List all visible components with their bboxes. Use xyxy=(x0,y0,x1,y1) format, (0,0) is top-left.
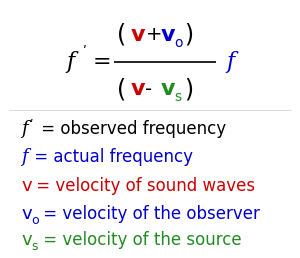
Text: = actual frequency: = actual frequency xyxy=(29,148,193,166)
Text: = velocity of the observer: = velocity of the observer xyxy=(38,205,260,223)
Text: ʹ: ʹ xyxy=(82,45,86,59)
Text: = velocity of sound waves: = velocity of sound waves xyxy=(32,177,256,195)
Text: ʹ: ʹ xyxy=(29,119,33,132)
Text: = observed frequency: = observed frequency xyxy=(36,120,226,138)
Text: f: f xyxy=(66,51,74,73)
Text: -: - xyxy=(146,79,153,99)
Text: (: ( xyxy=(117,77,126,101)
Text: +: + xyxy=(146,25,162,44)
Text: v: v xyxy=(21,177,32,195)
Text: v: v xyxy=(130,79,145,99)
Text: =: = xyxy=(93,52,112,72)
Text: ): ) xyxy=(184,77,194,101)
Text: f: f xyxy=(21,120,28,138)
Text: = velocity of the source: = velocity of the source xyxy=(38,231,242,249)
Text: v: v xyxy=(160,25,175,45)
Text: ): ) xyxy=(184,23,194,47)
Text: s: s xyxy=(32,240,38,253)
Text: v: v xyxy=(160,79,175,99)
Text: s: s xyxy=(175,90,182,104)
Text: v: v xyxy=(21,205,32,223)
Text: v: v xyxy=(130,25,145,45)
Text: (: ( xyxy=(117,23,126,47)
Text: f: f xyxy=(21,148,28,166)
Text: o: o xyxy=(32,214,39,227)
Text: o: o xyxy=(175,36,183,50)
Text: f: f xyxy=(226,51,235,73)
Text: v: v xyxy=(21,231,32,249)
